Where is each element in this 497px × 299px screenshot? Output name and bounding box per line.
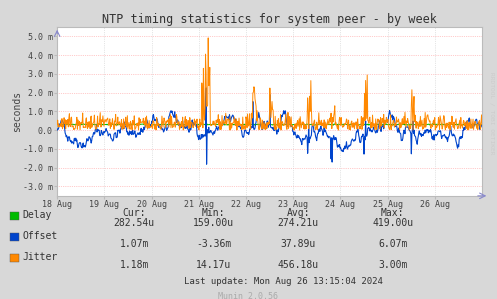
Text: 456.18u: 456.18u: [278, 260, 319, 270]
Text: 282.54u: 282.54u: [114, 218, 155, 228]
Text: Jitter: Jitter: [22, 252, 58, 262]
Text: -3.36m: -3.36m: [196, 239, 231, 249]
Text: Cur:: Cur:: [122, 208, 146, 218]
Text: Delay: Delay: [22, 210, 52, 220]
Title: NTP timing statistics for system peer - by week: NTP timing statistics for system peer - …: [102, 13, 437, 26]
Text: Last update: Mon Aug 26 13:15:04 2024: Last update: Mon Aug 26 13:15:04 2024: [184, 277, 383, 286]
Text: 1.07m: 1.07m: [119, 239, 149, 249]
Text: 14.17u: 14.17u: [196, 260, 231, 270]
Y-axis label: seconds: seconds: [11, 91, 21, 132]
Text: Avg:: Avg:: [286, 208, 310, 218]
Text: RRDTOOL / TOBI OETIKER: RRDTOOL / TOBI OETIKER: [490, 72, 495, 155]
Text: Max:: Max:: [381, 208, 405, 218]
Text: 37.89u: 37.89u: [281, 239, 316, 249]
Text: Offset: Offset: [22, 231, 58, 241]
Text: 1.18m: 1.18m: [119, 260, 149, 270]
Text: Min:: Min:: [202, 208, 226, 218]
Text: 6.07m: 6.07m: [378, 239, 408, 249]
Text: 3.00m: 3.00m: [378, 260, 408, 270]
Text: Munin 2.0.56: Munin 2.0.56: [219, 292, 278, 299]
Text: 419.00u: 419.00u: [372, 218, 413, 228]
Text: 274.21u: 274.21u: [278, 218, 319, 228]
Text: 159.00u: 159.00u: [193, 218, 234, 228]
